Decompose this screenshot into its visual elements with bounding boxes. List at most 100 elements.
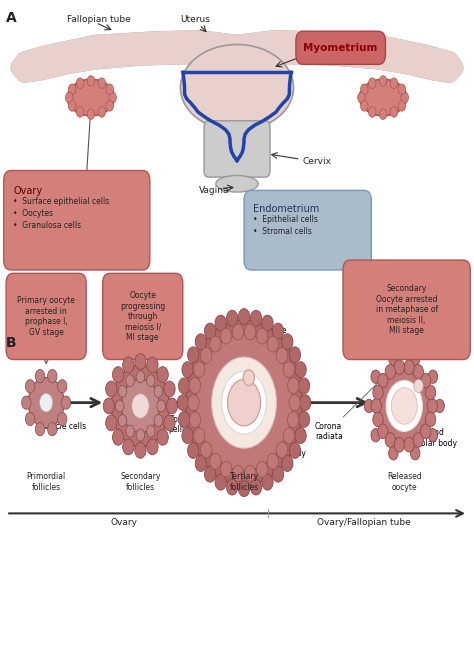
- Circle shape: [238, 308, 250, 324]
- Ellipse shape: [359, 79, 407, 116]
- Text: First polar body: First polar body: [246, 380, 306, 458]
- Circle shape: [164, 381, 175, 397]
- Circle shape: [36, 370, 45, 383]
- Text: Primordial
follicles: Primordial follicles: [27, 472, 66, 492]
- Circle shape: [288, 378, 299, 394]
- Circle shape: [178, 378, 190, 394]
- Circle shape: [132, 394, 149, 418]
- Circle shape: [413, 364, 423, 379]
- Circle shape: [227, 310, 238, 326]
- Circle shape: [428, 428, 438, 442]
- Circle shape: [250, 479, 262, 495]
- Circle shape: [182, 428, 193, 444]
- Circle shape: [210, 336, 221, 352]
- Ellipse shape: [67, 79, 115, 116]
- Circle shape: [61, 396, 71, 410]
- Circle shape: [103, 398, 115, 414]
- Circle shape: [299, 412, 310, 428]
- Circle shape: [118, 414, 127, 426]
- Text: Primary oocyte
arrested in
prophase I,
GV stage: Primary oocyte arrested in prophase I, G…: [17, 296, 75, 336]
- FancyBboxPatch shape: [6, 273, 86, 360]
- Circle shape: [136, 429, 145, 441]
- Circle shape: [276, 442, 288, 458]
- Circle shape: [106, 381, 117, 397]
- Circle shape: [368, 78, 376, 89]
- Circle shape: [215, 315, 226, 331]
- Circle shape: [106, 415, 117, 431]
- Text: Myometrium: Myometrium: [303, 43, 378, 53]
- Text: Cervix: Cervix: [303, 157, 332, 166]
- Circle shape: [250, 310, 262, 326]
- Circle shape: [425, 385, 436, 400]
- Text: Follicle cells: Follicle cells: [40, 422, 86, 431]
- Circle shape: [135, 354, 146, 370]
- Circle shape: [87, 76, 95, 87]
- Circle shape: [112, 430, 124, 446]
- Circle shape: [289, 442, 301, 458]
- Circle shape: [385, 364, 395, 379]
- Circle shape: [157, 367, 168, 382]
- Circle shape: [135, 442, 146, 458]
- Circle shape: [146, 425, 155, 437]
- FancyBboxPatch shape: [343, 260, 470, 360]
- Text: Ovary/Fallopian tube: Ovary/Fallopian tube: [318, 517, 411, 527]
- Circle shape: [282, 456, 293, 472]
- Circle shape: [386, 380, 422, 432]
- Circle shape: [394, 438, 405, 452]
- Text: Uterus: Uterus: [181, 15, 210, 25]
- Circle shape: [196, 334, 292, 471]
- Circle shape: [57, 380, 67, 393]
- Circle shape: [188, 395, 199, 411]
- Circle shape: [413, 433, 423, 448]
- Ellipse shape: [181, 45, 293, 131]
- Circle shape: [47, 422, 57, 436]
- Circle shape: [212, 357, 276, 448]
- Text: A: A: [6, 11, 17, 25]
- Text: Fallopian tube: Fallopian tube: [67, 15, 131, 25]
- Circle shape: [111, 365, 170, 447]
- Circle shape: [210, 454, 221, 469]
- Circle shape: [385, 433, 395, 448]
- Circle shape: [289, 395, 301, 411]
- Circle shape: [146, 375, 155, 387]
- Circle shape: [371, 428, 381, 442]
- Text: Corona
radiata: Corona radiata: [315, 372, 389, 441]
- Circle shape: [371, 370, 381, 384]
- Circle shape: [414, 379, 423, 392]
- Circle shape: [295, 428, 306, 444]
- Circle shape: [185, 320, 303, 486]
- Circle shape: [392, 388, 417, 424]
- Circle shape: [410, 352, 420, 365]
- Circle shape: [166, 398, 178, 414]
- Circle shape: [98, 107, 106, 117]
- Circle shape: [118, 386, 127, 398]
- Circle shape: [189, 412, 201, 428]
- Circle shape: [420, 424, 431, 439]
- Circle shape: [401, 93, 409, 103]
- Circle shape: [379, 109, 387, 119]
- Text: Oocyte
progressing
through
meiosis I/
MI stage: Oocyte progressing through meiosis I/ MI…: [120, 291, 165, 342]
- Circle shape: [28, 378, 64, 428]
- Circle shape: [398, 101, 406, 111]
- Circle shape: [147, 439, 158, 455]
- Circle shape: [195, 456, 207, 472]
- Circle shape: [389, 352, 398, 365]
- FancyBboxPatch shape: [296, 31, 385, 65]
- Circle shape: [425, 412, 436, 427]
- Text: Endometrium: Endometrium: [253, 204, 319, 214]
- Circle shape: [283, 428, 294, 444]
- Circle shape: [361, 101, 368, 111]
- Circle shape: [390, 107, 398, 117]
- Circle shape: [188, 347, 199, 363]
- Circle shape: [435, 400, 444, 412]
- Circle shape: [188, 442, 199, 458]
- Circle shape: [220, 328, 232, 344]
- Circle shape: [182, 362, 193, 378]
- Circle shape: [157, 400, 165, 412]
- Circle shape: [378, 374, 388, 388]
- Text: B: B: [6, 336, 17, 350]
- Circle shape: [87, 109, 95, 119]
- Circle shape: [121, 379, 159, 433]
- Circle shape: [39, 394, 53, 412]
- Circle shape: [68, 84, 76, 95]
